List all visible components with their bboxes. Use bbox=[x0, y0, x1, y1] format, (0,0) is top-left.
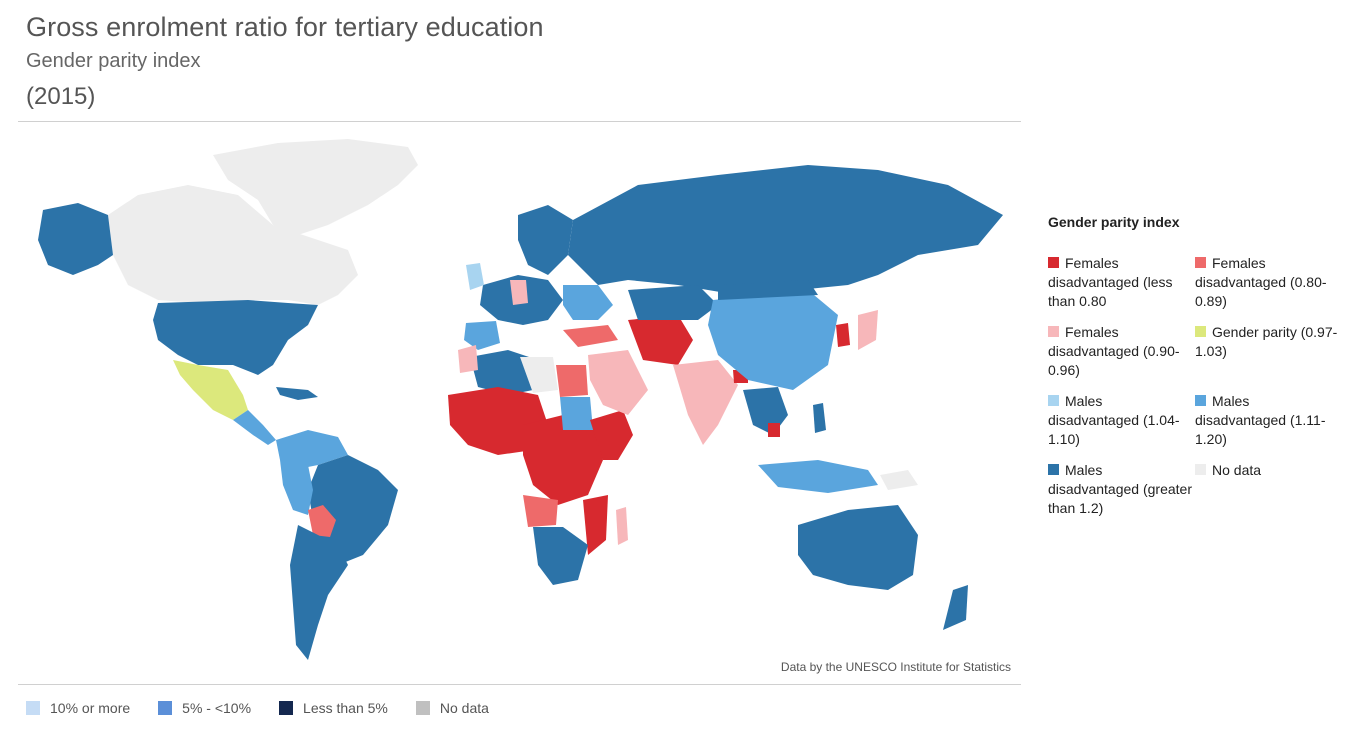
legend-item[interactable]: Females disadvantaged (0.80-0.89) bbox=[1195, 254, 1342, 311]
bottom-divider bbox=[18, 684, 1021, 685]
region-morocco[interactable] bbox=[458, 345, 478, 373]
world-map-svg[interactable] bbox=[18, 125, 1021, 680]
region-central-asia[interactable] bbox=[628, 285, 718, 320]
data-credit: Data by the UNESCO Institute for Statist… bbox=[780, 660, 1011, 674]
legend-item[interactable]: Males disadvantaged (1.11-1.20) bbox=[1195, 392, 1342, 449]
legend-swatch bbox=[1048, 326, 1059, 337]
bottom-legend-item[interactable]: 5% - <10% bbox=[158, 700, 251, 716]
region-central-america[interactable] bbox=[233, 410, 276, 445]
legend-swatch bbox=[1048, 257, 1059, 268]
region-scandinavia[interactable] bbox=[518, 205, 573, 275]
bottom-legend-item[interactable]: Less than 5% bbox=[279, 700, 388, 716]
region-canada[interactable] bbox=[108, 185, 358, 305]
legend-label: Females disadvantaged (0.80-0.89) bbox=[1195, 255, 1327, 309]
legend-swatch bbox=[1048, 395, 1059, 406]
legend-label: Males disadvantaged (1.11-1.20) bbox=[1195, 393, 1326, 447]
world-map[interactable]: Data by the UNESCO Institute for Statist… bbox=[18, 125, 1021, 680]
bottom-legend-item[interactable]: No data bbox=[415, 700, 489, 716]
legend-item[interactable]: Males disadvantaged (greater than 1.2) bbox=[1048, 461, 1195, 518]
region-east-africa[interactable] bbox=[590, 410, 633, 460]
chart-year: (2015) bbox=[26, 83, 96, 110]
region-alaska[interactable] bbox=[38, 203, 113, 275]
region-sudan[interactable] bbox=[560, 397, 593, 430]
legend-label: Females disadvantaged (0.90-0.96) bbox=[1048, 324, 1180, 378]
region-central-africa[interactable] bbox=[523, 415, 603, 505]
bottom-legend-swatch bbox=[415, 701, 430, 715]
legend-swatch bbox=[1048, 464, 1059, 475]
region-uk[interactable] bbox=[466, 263, 484, 290]
region-australia[interactable] bbox=[798, 505, 918, 590]
region-cambodia[interactable] bbox=[768, 423, 780, 437]
legend-item[interactable]: Females disadvantaged (less than 0.80 bbox=[1048, 254, 1195, 311]
legend-label: Males disadvantaged (1.04-1.10) bbox=[1048, 393, 1180, 447]
legend-item[interactable]: No data bbox=[1195, 461, 1342, 518]
legend-swatch bbox=[1195, 464, 1206, 475]
legend-title: Gender parity index bbox=[1048, 214, 1180, 230]
region-mexico[interactable] bbox=[173, 360, 248, 420]
region-china[interactable] bbox=[708, 290, 838, 390]
bottom-legend-label: No data bbox=[439, 700, 489, 716]
region-mongolia[interactable] bbox=[718, 280, 818, 300]
bottom-legend: 10% or more 5% - <10% Less than 5% No da… bbox=[26, 700, 489, 716]
map-legend: Gender parity index Females disadvantage… bbox=[1048, 214, 1348, 518]
region-mozambique[interactable] bbox=[583, 495, 608, 555]
legend-label: No data bbox=[1212, 462, 1262, 478]
region-madagascar[interactable] bbox=[616, 507, 628, 545]
region-russia[interactable] bbox=[568, 165, 1003, 295]
region-indonesia[interactable] bbox=[758, 460, 878, 493]
region-southern-africa[interactable] bbox=[533, 527, 588, 585]
region-angola[interactable] bbox=[523, 495, 558, 527]
region-usa[interactable] bbox=[153, 300, 318, 375]
bottom-legend-label: 10% or more bbox=[50, 700, 131, 716]
region-northern-south-america[interactable] bbox=[276, 430, 348, 470]
bottom-legend-label: 5% - <10% bbox=[182, 700, 252, 716]
top-divider bbox=[18, 121, 1021, 122]
region-iberia[interactable] bbox=[464, 321, 500, 350]
region-southeast-asia[interactable] bbox=[743, 387, 788, 435]
bottom-legend-item[interactable]: 10% or more bbox=[26, 700, 130, 716]
region-peru[interactable] bbox=[280, 460, 313, 515]
bottom-legend-swatch bbox=[158, 701, 173, 715]
region-libya[interactable] bbox=[520, 357, 558, 393]
legend-grid: Females disadvantaged (less than 0.80 Fe… bbox=[1048, 254, 1348, 518]
region-caribbean[interactable] bbox=[276, 387, 318, 400]
legend-swatch bbox=[1195, 395, 1206, 406]
region-brazil[interactable] bbox=[308, 455, 398, 565]
legend-label: Males disadvantaged (greater than 1.2) bbox=[1048, 462, 1192, 516]
bottom-legend-swatch bbox=[279, 701, 294, 715]
legend-swatch bbox=[1195, 326, 1206, 337]
region-japan[interactable] bbox=[858, 310, 878, 350]
legend-item[interactable]: Females disadvantaged (0.90-0.96) bbox=[1048, 323, 1195, 380]
region-papua[interactable] bbox=[880, 470, 918, 490]
chart-subtitle: Gender parity index bbox=[26, 50, 201, 72]
legend-swatch bbox=[1195, 257, 1206, 268]
legend-label: Gender parity (0.97-1.03) bbox=[1195, 324, 1338, 359]
region-iran-afghanistan[interactable] bbox=[628, 315, 693, 365]
region-north-africa-west[interactable] bbox=[470, 350, 538, 395]
region-argentina-chile[interactable] bbox=[290, 525, 348, 660]
legend-item[interactable]: Males disadvantaged (1.04-1.10) bbox=[1048, 392, 1195, 449]
bottom-legend-swatch bbox=[26, 701, 40, 715]
region-korea[interactable] bbox=[836, 323, 850, 347]
region-philippines[interactable] bbox=[813, 403, 826, 433]
region-egypt[interactable] bbox=[556, 365, 588, 397]
chart-title: Gross enrolment ratio for tertiary educa… bbox=[26, 12, 544, 42]
region-eastern-europe[interactable] bbox=[563, 285, 613, 320]
region-bolivia[interactable] bbox=[308, 505, 336, 537]
region-germany[interactable] bbox=[510, 280, 528, 305]
region-india[interactable] bbox=[673, 360, 738, 445]
region-arabia[interactable] bbox=[588, 350, 648, 415]
legend-label: Females disadvantaged (less than 0.80 bbox=[1048, 255, 1173, 309]
region-greenland[interactable] bbox=[213, 139, 418, 235]
bottom-legend-label: Less than 5% bbox=[303, 700, 388, 716]
region-new-zealand[interactable] bbox=[943, 585, 968, 630]
legend-item[interactable]: Gender parity (0.97-1.03) bbox=[1195, 323, 1342, 380]
region-turkey[interactable] bbox=[563, 325, 618, 347]
